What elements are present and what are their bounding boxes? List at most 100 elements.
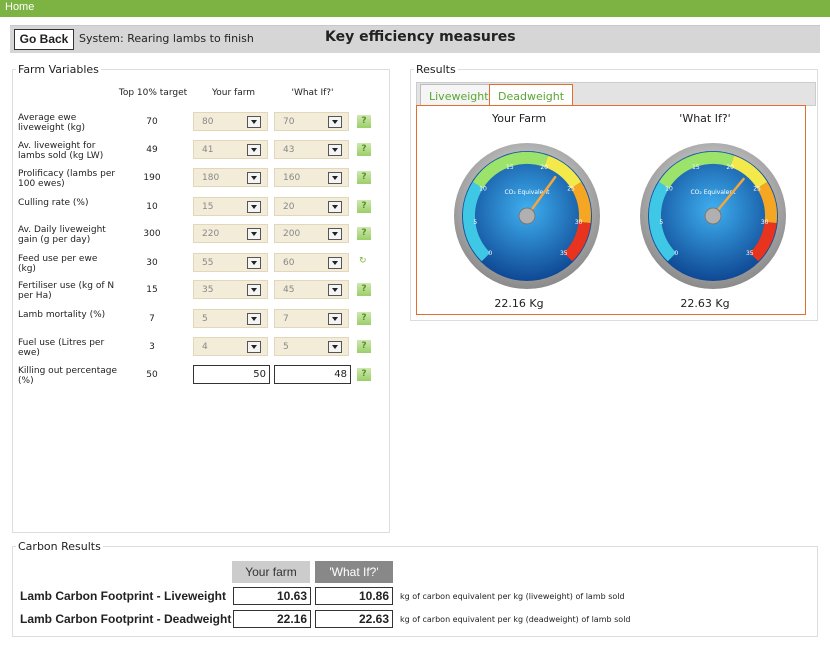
whatif-select[interactable]: 20 xyxy=(274,197,349,216)
chevron-down-icon xyxy=(247,284,261,296)
gauge-tick-label: 25 xyxy=(753,185,761,192)
yours-select[interactable]: 80 xyxy=(193,112,268,131)
gauge-value-what-if: 22.63 Kg xyxy=(680,297,730,310)
gauge-unit-label: CO₂ Equivalent xyxy=(504,189,550,196)
farm-variables-panel: Farm Variables xyxy=(12,63,390,533)
system-label: System: Rearing lambs to finish xyxy=(79,32,254,45)
whatif-select[interactable]: 45 xyxy=(274,280,349,299)
select-value: 5 xyxy=(202,314,208,324)
row-target: 10 xyxy=(146,202,158,212)
home-link[interactable]: Home xyxy=(5,1,35,13)
yours-select[interactable]: 15 xyxy=(193,197,268,216)
gauge-tick-label: 35 xyxy=(560,250,568,257)
yours-select[interactable]: 4 xyxy=(193,337,268,356)
page-title: Key efficiency measures xyxy=(325,29,516,45)
gauge-band xyxy=(649,181,677,262)
carbon-results-legend: Carbon Results xyxy=(18,540,101,553)
row-label: Culling rate (%) xyxy=(18,198,89,208)
row-label: Average ewe liveweight (kg) xyxy=(18,113,86,133)
select-value: 7 xyxy=(283,314,289,324)
chevron-down-icon xyxy=(247,201,261,213)
chevron-down-icon xyxy=(247,257,261,269)
whatif-select[interactable]: 7 xyxy=(274,309,349,328)
chevron-down-icon xyxy=(328,257,342,269)
help-icon[interactable]: ? xyxy=(357,283,371,296)
row-target: 15 xyxy=(146,285,158,295)
col-yours-header: Your farm xyxy=(211,88,256,98)
yours-select[interactable]: 41 xyxy=(193,140,268,159)
gauge-tick-label: 30 xyxy=(575,219,583,226)
farm-variables-legend: Farm Variables xyxy=(18,63,99,76)
gauge-tick-label: 20 xyxy=(540,164,548,171)
help-icon[interactable]: ? xyxy=(357,312,371,325)
tab-liveweight[interactable]: Liveweight xyxy=(420,84,498,106)
row-target: 300 xyxy=(143,229,161,239)
chevron-down-icon xyxy=(247,228,261,240)
results-tabs: Liveweight Deadweight xyxy=(416,82,816,108)
carbon-note-deadweight: kg of carbon equivalent per kg (deadweig… xyxy=(400,615,631,624)
whatif-select[interactable]: 70 xyxy=(274,112,349,131)
row-target: 49 xyxy=(146,145,158,155)
gauge-band xyxy=(756,181,777,224)
tab-deadweight[interactable]: Deadweight xyxy=(489,84,574,108)
help-icon[interactable]: ? xyxy=(357,115,371,128)
chevron-down-icon xyxy=(328,313,342,325)
select-value: 220 xyxy=(202,229,220,239)
whatif-select[interactable]: 200 xyxy=(274,224,349,243)
carbon-whatif-liveweight: 10.86 xyxy=(315,587,393,605)
help-icon[interactable]: ? xyxy=(357,340,371,353)
row-label: Fertiliser use (kg of N per Ha) xyxy=(18,281,115,301)
whatif-select[interactable]: 43 xyxy=(274,140,349,159)
gauge-hub xyxy=(704,207,722,225)
go-back-button[interactable]: Go Back xyxy=(14,29,74,50)
yours-select[interactable]: 5 xyxy=(193,309,268,328)
row-target: 190 xyxy=(143,173,161,183)
chevron-down-icon xyxy=(328,144,342,156)
gauge-value-your-farm: 22.16 Kg xyxy=(494,297,544,310)
select-value: 160 xyxy=(283,173,301,183)
help-icon[interactable]: ? xyxy=(357,227,371,240)
yours-select[interactable]: 220 xyxy=(193,224,268,243)
gauge-band xyxy=(729,155,768,189)
gauge-title-your-farm: Your Farm xyxy=(491,112,547,125)
chevron-down-icon xyxy=(328,116,342,128)
yours-select[interactable]: 55 xyxy=(193,253,268,272)
select-value: 5 xyxy=(283,342,289,352)
select-value: 80 xyxy=(202,117,214,127)
carbon-col-whatif: 'What If?' xyxy=(315,561,393,583)
loading-icon: ↻ xyxy=(359,256,367,266)
gauge-tick-label: 10 xyxy=(479,185,487,192)
row-label: Feed use per ewe (kg) xyxy=(18,254,98,274)
row-target: 7 xyxy=(149,314,155,324)
select-value: 55 xyxy=(202,258,214,268)
help-icon[interactable]: ? xyxy=(357,143,371,156)
gauge-tick-label: 35 xyxy=(746,250,754,257)
row-label: Av. Daily liveweight gain (g per day) xyxy=(18,225,106,245)
row-label: Killing out percentage (%) xyxy=(18,366,118,386)
chevron-down-icon xyxy=(328,172,342,184)
select-value: 41 xyxy=(202,145,214,155)
gauge-hub xyxy=(518,207,536,225)
whatif-select[interactable]: 60 xyxy=(274,253,349,272)
help-icon[interactable]: ? xyxy=(357,171,371,184)
help-icon[interactable]: ? xyxy=(357,368,371,381)
help-icon[interactable]: ? xyxy=(357,200,371,213)
carbon-note-liveweight: kg of carbon equivalent per kg (liveweig… xyxy=(400,592,625,601)
carbon-yours-deadweight: 22.16 xyxy=(233,610,311,628)
whatif-select[interactable]: 160 xyxy=(274,168,349,187)
gauge-band xyxy=(543,155,582,189)
gauge-unit-label: CO₂ Equivalent xyxy=(690,189,736,196)
gauge-tick-label: 0 xyxy=(674,250,678,257)
select-value: 70 xyxy=(283,117,295,127)
whatif-select[interactable]: 5 xyxy=(274,337,349,356)
col-whatif-header: 'What If?' xyxy=(291,88,334,98)
killing-out-whatif-input[interactable]: 48 xyxy=(274,365,351,384)
row-label: Lamb mortality (%) xyxy=(18,310,106,320)
row-target: 50 xyxy=(146,370,158,380)
killing-out-yours-input[interactable]: 50 xyxy=(193,365,270,384)
chevron-down-icon xyxy=(328,201,342,213)
results-tab-panel: Your Farm 'What If?' 0 5 10 15 20 25 30 35 CO₂ E… xyxy=(416,105,806,315)
yours-select[interactable]: 180 xyxy=(193,168,268,187)
gauge-band xyxy=(463,181,491,262)
yours-select[interactable]: 35 xyxy=(193,280,268,299)
